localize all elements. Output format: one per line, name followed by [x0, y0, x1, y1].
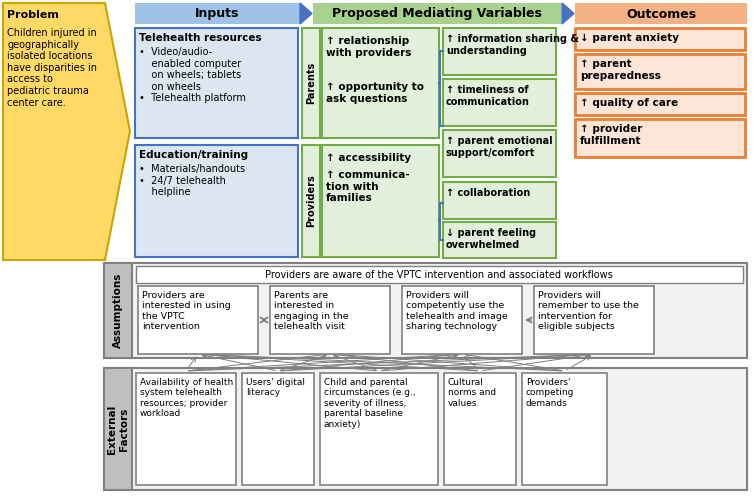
Text: Providers: Providers [306, 175, 316, 227]
Bar [575, 93, 745, 115]
Bar [104, 263, 747, 358]
Text: ↑ quality of care: ↑ quality of care [580, 98, 678, 108]
Bar [135, 28, 298, 138]
Bar [138, 286, 258, 354]
Polygon shape [300, 3, 312, 24]
Text: ↑ timeliness of
communication: ↑ timeliness of communication [446, 85, 530, 107]
Text: External
Factors: External Factors [107, 404, 129, 454]
Text: Providers are
interested in using
the VPTC
intervention: Providers are interested in using the VP… [142, 291, 231, 331]
Text: •  Materials/handouts
•  24/7 telehealth
    helpline: • Materials/handouts • 24/7 telehealth h… [139, 164, 245, 197]
Bar [135, 3, 300, 24]
Text: Problem: Problem [7, 10, 59, 20]
Bar [443, 182, 556, 219]
Text: Providers are aware of the VPTC intervention and associated workflows: Providers are aware of the VPTC interven… [265, 270, 613, 280]
Text: ↑ provider
fulfillment: ↑ provider fulfillment [580, 124, 642, 146]
Bar [443, 222, 556, 258]
Text: •  Video/audio-
    enabled computer
    on wheels; tablets
    on wheels
•  Tel: • Video/audio- enabled computer on wheel… [139, 47, 246, 103]
Text: ↑ information sharing &
understanding: ↑ information sharing & understanding [446, 34, 579, 56]
Polygon shape [3, 3, 130, 260]
Text: Users' digital
literacy: Users' digital literacy [246, 378, 305, 397]
Bar [104, 368, 747, 490]
Text: ↑ parent
preparedness: ↑ parent preparedness [580, 59, 661, 81]
Text: ↑ accessibility: ↑ accessibility [326, 153, 411, 163]
Bar [136, 266, 743, 283]
Text: Parents are
interested in
engaging in the
telehealth visit: Parents are interested in engaging in th… [274, 291, 348, 331]
Text: Providers'
competing
demands: Providers' competing demands [526, 378, 575, 408]
Text: Providers will
competently use the
telehealth and image
sharing technology: Providers will competently use the teleh… [406, 291, 507, 331]
Bar [313, 3, 561, 24]
Bar [320, 373, 438, 485]
Bar [135, 145, 298, 257]
Text: Children injured in
geographically
isolated locations
have disparities in
access: Children injured in geographically isola… [7, 28, 97, 108]
Text: ↓ parent anxiety: ↓ parent anxiety [580, 33, 679, 43]
Text: Education/training: Education/training [139, 150, 248, 160]
Bar [534, 286, 654, 354]
Bar [104, 368, 132, 490]
Polygon shape [562, 3, 574, 24]
Bar [242, 373, 314, 485]
Text: ↑ parent emotional
support/comfort: ↑ parent emotional support/comfort [446, 136, 553, 158]
Text: ↓ parent feeling
overwhelmed: ↓ parent feeling overwhelmed [446, 228, 536, 249]
Bar [402, 286, 522, 354]
Text: Telehealth resources: Telehealth resources [139, 33, 262, 43]
Text: ↑ collaboration: ↑ collaboration [446, 188, 530, 198]
Text: Parents: Parents [306, 62, 316, 104]
Text: Inputs: Inputs [195, 7, 239, 20]
Bar [443, 130, 556, 177]
Bar [270, 286, 390, 354]
Text: Providers will
remember to use the
intervention for
eligible subjects: Providers will remember to use the inter… [538, 291, 639, 331]
Text: Assumptions: Assumptions [113, 273, 123, 348]
Text: ↑ opportunity to
ask questions: ↑ opportunity to ask questions [326, 82, 424, 104]
Bar [322, 145, 439, 257]
Bar [575, 28, 745, 50]
Text: Cultural
norms and
values: Cultural norms and values [448, 378, 496, 408]
Text: ↑ relationship
with providers: ↑ relationship with providers [326, 36, 412, 58]
Text: Child and parental
circumstances (e.g.,
severity of illness,
parental baseline
a: Child and parental circumstances (e.g., … [324, 378, 415, 429]
Bar [575, 119, 745, 157]
Text: Proposed Mediating Variables: Proposed Mediating Variables [332, 7, 542, 20]
Bar [302, 28, 320, 138]
Bar [522, 373, 607, 485]
Text: ↑ communica-
tion with
families: ↑ communica- tion with families [326, 170, 409, 203]
Bar [575, 3, 747, 24]
Bar [136, 373, 236, 485]
Bar [443, 28, 556, 75]
Bar [443, 79, 556, 126]
Bar [575, 54, 745, 89]
Text: Outcomes: Outcomes [626, 7, 696, 20]
Bar [104, 263, 132, 358]
Bar [322, 28, 439, 138]
Text: Availability of health
system telehealth
resources; provider
workload: Availability of health system telehealth… [140, 378, 233, 418]
Bar [444, 373, 516, 485]
Bar [302, 145, 320, 257]
